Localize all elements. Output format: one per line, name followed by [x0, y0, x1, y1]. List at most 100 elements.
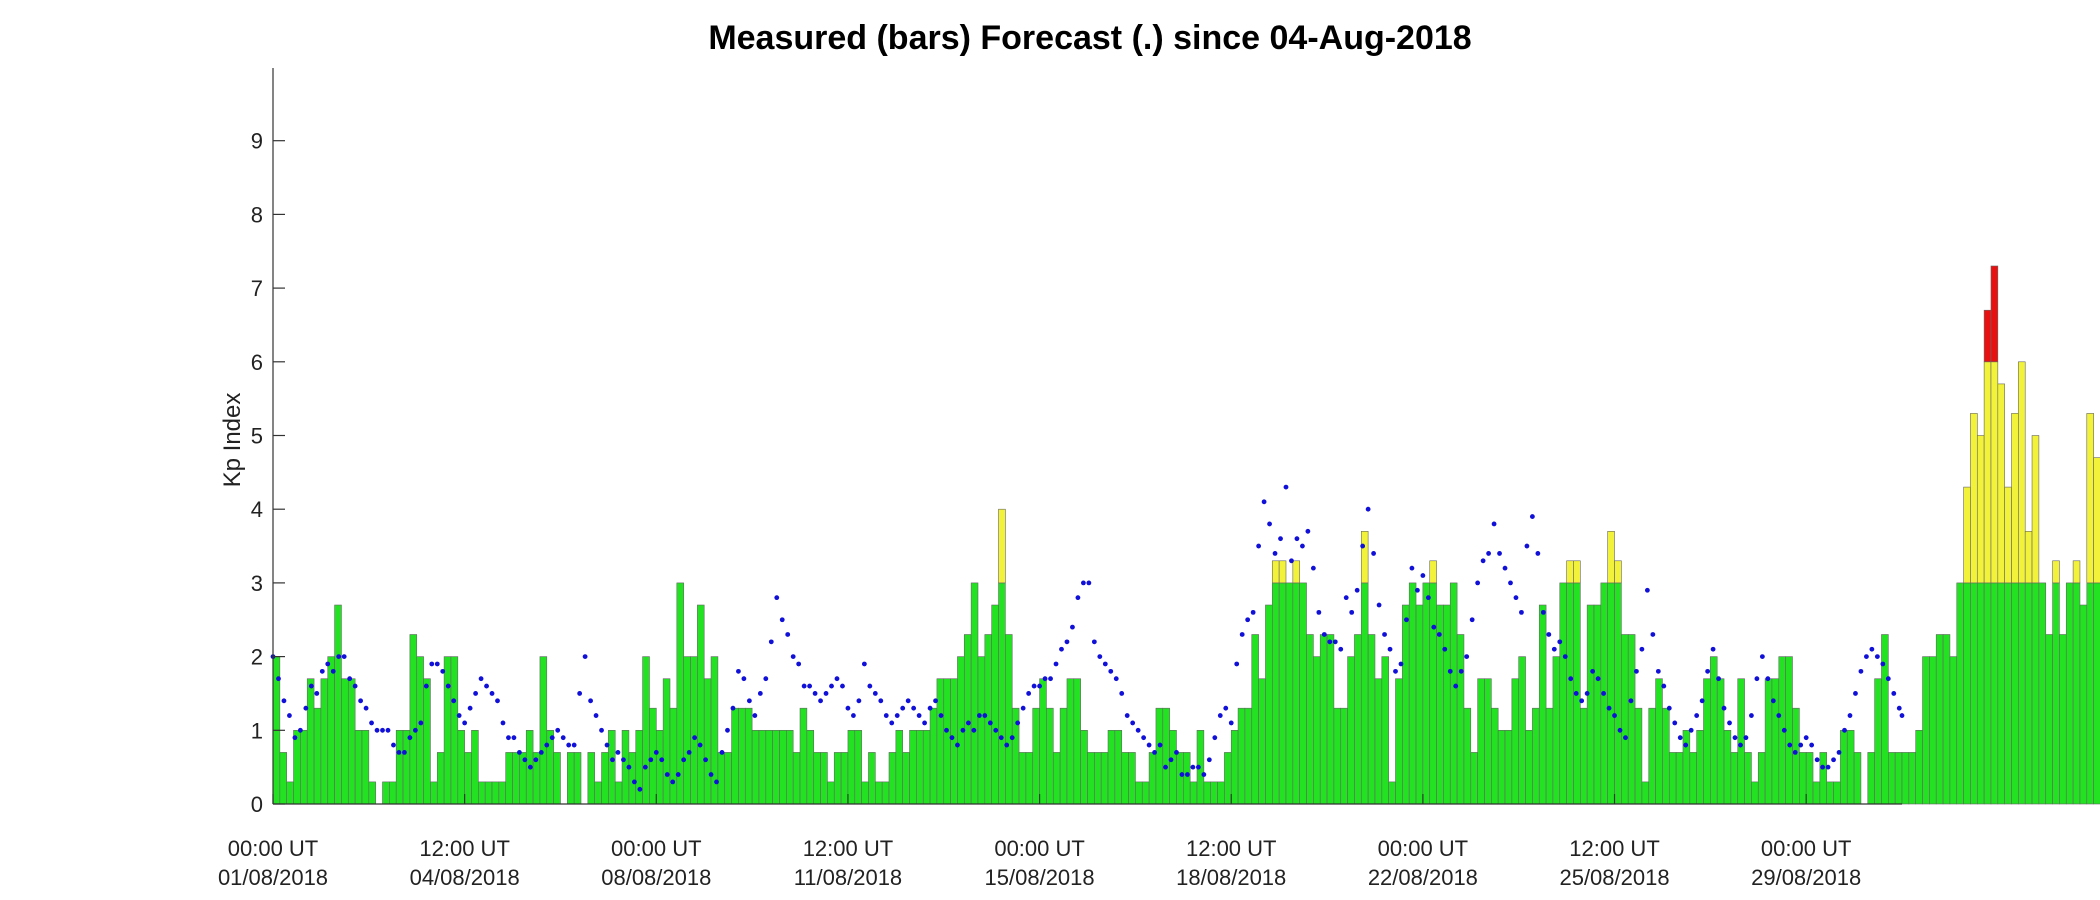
forecast-point: [856, 698, 862, 704]
measured-bar: [1586, 604, 1595, 805]
measured-bar: [1210, 781, 1218, 805]
measured-bar: [1121, 752, 1129, 805]
measured-bar: [306, 678, 315, 805]
measured-bar: [1634, 707, 1643, 805]
forecast-point: [1179, 772, 1185, 777]
measured-bar: [2093, 582, 2100, 805]
measured-bar: [1402, 604, 1410, 805]
forecast-point: [1070, 624, 1075, 630]
forecast-point: [429, 661, 435, 667]
forecast-point: [779, 617, 785, 623]
measured-bar: [402, 729, 411, 805]
forecast-point: [440, 668, 446, 674]
measured-bar: [738, 707, 746, 805]
forecast-point: [730, 705, 736, 711]
forecast-point: [1519, 609, 1524, 615]
forecast-point: [1727, 720, 1732, 726]
forecast-point: [900, 705, 906, 711]
measured-bar: [1504, 729, 1513, 805]
forecast-point: [746, 698, 752, 704]
forecast-point: [621, 757, 626, 763]
forecast-point: [1677, 735, 1683, 741]
forecast-point: [1546, 632, 1552, 637]
forecast-point: [1031, 683, 1037, 689]
forecast-point: [1475, 580, 1481, 586]
forecast-point: [1535, 551, 1541, 556]
forecast-point: [801, 683, 807, 689]
forecast-point: [692, 735, 698, 741]
forecast-point: [1529, 514, 1535, 519]
measured-bar: [1429, 582, 1437, 805]
measured-bar: [1983, 582, 1992, 805]
measured-bar: [1203, 781, 1211, 805]
forecast-point: [287, 713, 292, 718]
x-tick-label-time: 00:00 UT: [228, 836, 319, 861]
measured-bar: [567, 752, 575, 805]
forecast-point: [1387, 646, 1393, 652]
forecast-point: [1163, 764, 1168, 770]
forecast-point: [434, 661, 440, 667]
measured-bar: [1976, 435, 1985, 584]
forecast-dots: [270, 484, 1905, 792]
forecast-point: [1108, 668, 1114, 674]
forecast-point: [982, 713, 988, 718]
forecast-point: [1803, 735, 1809, 741]
measured-bar: [1484, 678, 1492, 805]
measured-bar: [1326, 634, 1335, 805]
measured-bar: [1888, 752, 1896, 805]
measured-bar: [1278, 560, 1287, 584]
x-tick-label-time: 12:00 UT: [419, 836, 510, 861]
forecast-point: [987, 720, 993, 726]
measured-bar: [2011, 413, 2019, 584]
measured-bar: [1272, 560, 1280, 584]
measured-bar: [1867, 752, 1875, 805]
measured-bar: [498, 781, 507, 805]
forecast-point: [1091, 639, 1097, 645]
forecast-point: [297, 727, 303, 733]
forecast-point: [1770, 698, 1776, 704]
measured-bar: [1237, 707, 1246, 805]
measured-bar: [1347, 656, 1355, 805]
forecast-point: [796, 661, 802, 667]
forecast-point: [1754, 676, 1760, 682]
forecast-point: [1606, 705, 1612, 711]
forecast-point: [1551, 646, 1557, 652]
measured-bar: [423, 678, 431, 805]
forecast-point: [1321, 632, 1327, 637]
y-tick-label: 1: [251, 718, 263, 743]
forecast-point: [993, 727, 999, 733]
forecast-point: [276, 676, 281, 682]
forecast-point: [976, 713, 982, 718]
measured-bar: [2052, 582, 2060, 805]
y-tick-label: 5: [251, 424, 263, 449]
measured-bar: [1059, 707, 1068, 805]
measured-bar: [991, 604, 999, 805]
forecast-point: [971, 727, 977, 733]
forecast-point: [1853, 691, 1858, 696]
forecast-point: [593, 713, 599, 718]
measured-bar: [1032, 707, 1040, 805]
measured-bar: [1114, 729, 1123, 805]
measured-bar: [1169, 729, 1177, 805]
forecast-point: [1880, 661, 1886, 667]
measured-bar: [963, 634, 972, 805]
forecast-point: [1009, 735, 1015, 741]
forecast-point: [522, 757, 528, 763]
y-tick-label: 3: [251, 571, 263, 596]
measured-bar: [1840, 729, 1848, 805]
measured-bar: [1141, 781, 1150, 805]
measured-bar: [1285, 582, 1294, 805]
x-tick-label-date: 29/08/2018: [1751, 865, 1861, 890]
forecast-point: [1562, 654, 1568, 659]
measured-bar: [1449, 582, 1458, 805]
measured-bar: [854, 729, 862, 805]
measured-bar: [443, 656, 452, 805]
forecast-point: [1037, 683, 1042, 689]
forecast-point: [1338, 646, 1344, 652]
forecast-point: [615, 750, 621, 755]
forecast-point: [495, 698, 500, 704]
measured-bar: [1388, 781, 1396, 805]
y-ticks: 0 1 2 3 4 5 6 7 8 9: [251, 129, 285, 817]
chart-title: Measured (bars) Forecast (.) since 04-Au…: [708, 19, 1471, 57]
forecast-point: [664, 772, 670, 777]
